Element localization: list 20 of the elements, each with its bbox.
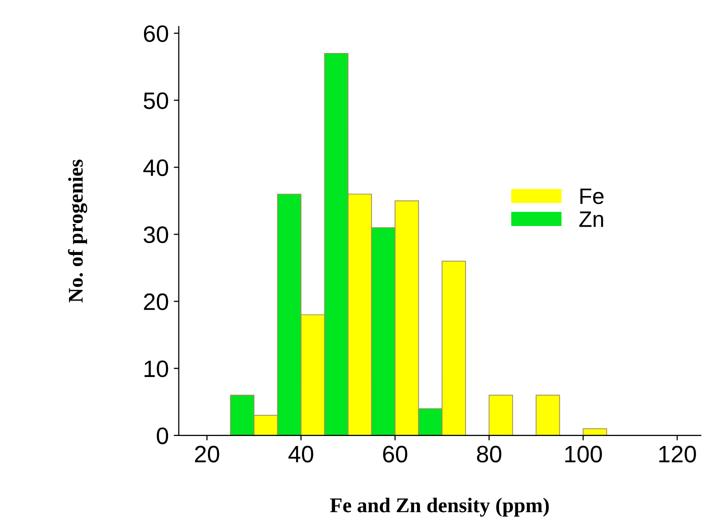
x-tick-label: 40 <box>288 446 314 462</box>
x-tick-label: 20 <box>195 446 220 462</box>
y-tick-label: 0 <box>156 427 168 444</box>
x-axis-title: Fe and Zn density (ppm) <box>330 498 549 517</box>
bar <box>488 394 514 436</box>
bar <box>536 394 560 436</box>
x-tick-label: 60 <box>383 446 408 462</box>
x-tick-label: 120 <box>659 446 696 462</box>
bar <box>582 428 608 436</box>
y-axis-title: No. of progenies <box>68 160 88 302</box>
y-tick-label: 40 <box>143 159 168 176</box>
y-tick-label: 10 <box>144 360 168 378</box>
x-tick-label: 80 <box>476 446 502 462</box>
y-tick-label: 20 <box>144 293 168 310</box>
y-tick-label: 60 <box>144 25 168 42</box>
x-tick-label: 100 <box>565 446 602 462</box>
legend-label: Fe <box>580 188 604 204</box>
y-tick-label: 50 <box>144 92 168 110</box>
legend-label: Zn <box>579 212 604 227</box>
y-tick-label: 30 <box>144 226 168 244</box>
